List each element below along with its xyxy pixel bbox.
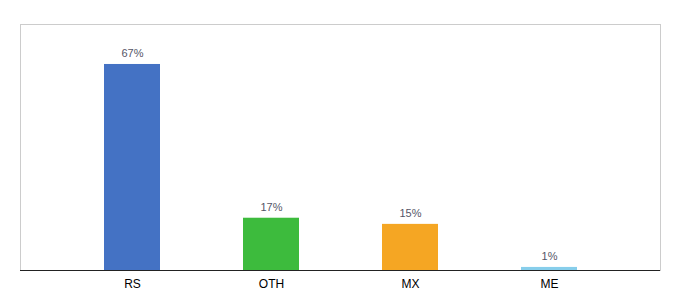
svg-text:17%: 17% xyxy=(260,201,282,213)
svg-text:OTH: OTH xyxy=(259,277,284,291)
svg-text:15%: 15% xyxy=(399,207,421,219)
svg-text:MX: MX xyxy=(402,277,420,291)
svg-text:ME: ME xyxy=(541,277,559,291)
svg-text:1%: 1% xyxy=(542,250,558,262)
svg-text:67%: 67% xyxy=(121,47,143,59)
svg-text:RS: RS xyxy=(124,277,141,291)
